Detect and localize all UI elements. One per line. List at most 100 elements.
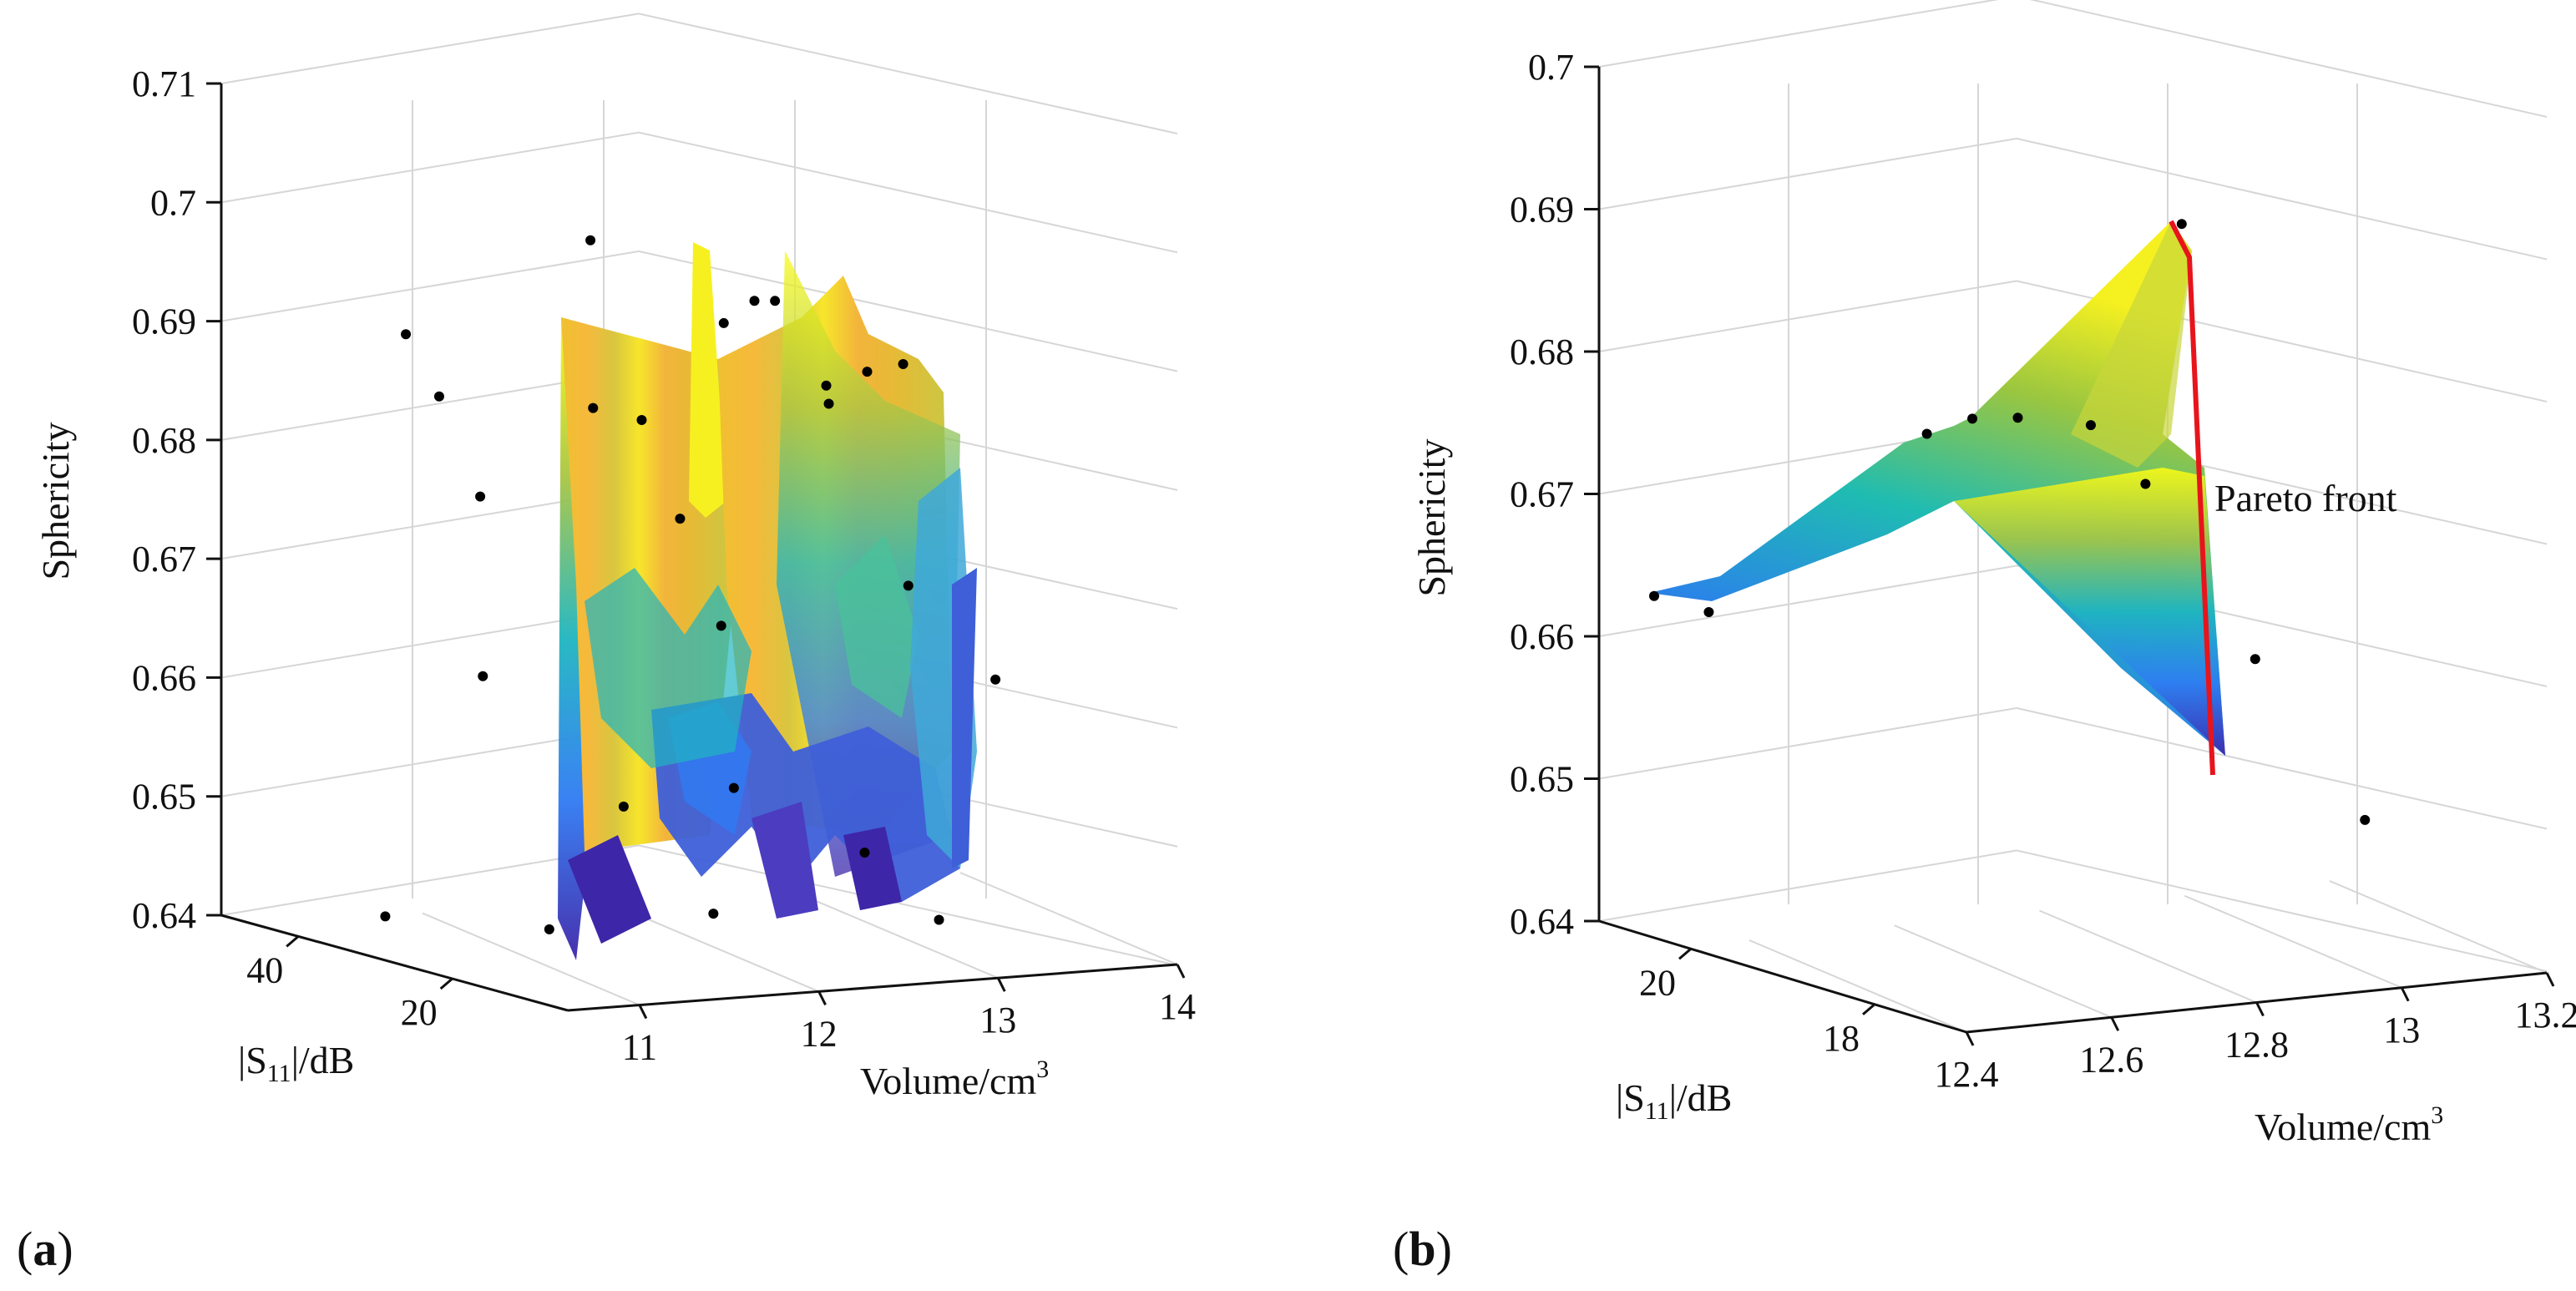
panel-a-ticks: 0.71 0.7 0.69 0.68 0.67 0.66 0.65 0.64 11 12 13 14 4… [132, 63, 1196, 1068]
x-tick-mark [996, 977, 1006, 992]
x-tick-label: 12 [801, 1013, 838, 1054]
z-gridline [1598, 280, 2548, 402]
y-tick-mark [286, 935, 300, 948]
data-point [1703, 607, 1714, 618]
x-tick-mark [2110, 1016, 2120, 1031]
data-point [934, 914, 944, 925]
data-point [1921, 428, 1932, 439]
data-point [2012, 413, 2023, 423]
panel-b-ylabel: |S11|/dB [1616, 1076, 1732, 1125]
z-tick-label: 0.7 [1528, 47, 1574, 88]
z-tick-label: 0.69 [1510, 190, 1574, 230]
data-point [475, 491, 486, 502]
data-point [859, 847, 870, 858]
data-point [433, 391, 444, 402]
x-gridline [2329, 880, 2548, 974]
y-tick-mark [1678, 948, 1692, 960]
z-tick-label: 0.69 [132, 301, 196, 342]
y-tick-label: 20 [1639, 962, 1676, 1003]
data-point [1649, 590, 1659, 601]
z-tick-label: 0.64 [132, 895, 196, 936]
panel-b-grid [1598, 0, 2548, 1033]
data-point [898, 359, 908, 370]
data-point [380, 911, 391, 922]
data-point [903, 580, 913, 591]
pareto-front-line [2169, 220, 2215, 776]
x-tick-mark [817, 990, 827, 1006]
z-tick-label: 0.67 [1510, 474, 1574, 515]
z-tick-label: 0.65 [1510, 759, 1574, 800]
data-point [2176, 219, 2187, 230]
panel-b-ticks: 0.7 0.69 0.68 0.67 0.66 0.65 0.64 12.4 12.6 12.8 1… [1510, 47, 2576, 1095]
z-tick-label: 0.7 [150, 182, 196, 223]
x-tick-mark [2400, 987, 2410, 1002]
data-point [821, 380, 832, 391]
y-tick-mark [1862, 1003, 1875, 1015]
panel-b-chart: 0.7 0.69 0.68 0.67 0.66 0.65 0.64 12.4 12.6 12.8 1… [1393, 0, 2576, 1276]
x-tick-mark [2545, 972, 2555, 987]
x-tick-mark [1176, 964, 1186, 979]
z-tick-label: 0.67 [132, 539, 196, 580]
data-point [675, 514, 686, 524]
z-gridline [1598, 849, 2548, 972]
x-gridline [2039, 909, 2257, 1004]
data-point [618, 801, 629, 812]
z-tick-label: 0.71 [132, 63, 196, 104]
panel-b-label: (b) [1393, 1222, 1452, 1276]
x-tick-mark [1965, 1031, 1975, 1046]
panel-b-zlabel: Sphericity [1410, 438, 1453, 596]
data-point [716, 620, 726, 631]
x-gridline [422, 912, 640, 1006]
data-point [588, 402, 599, 413]
z-gridline [1598, 137, 2548, 261]
panel-a-label: (a) [17, 1222, 73, 1276]
data-point [401, 329, 412, 340]
z-gridline [1598, 0, 2548, 118]
x-tick-label: 13.2 [2515, 995, 2576, 1035]
data-point [2085, 420, 2096, 431]
y-tick-label: 18 [1823, 1018, 1860, 1059]
panel-a-zlabel: Sphericity [34, 422, 77, 580]
x-tick-label: 13 [979, 1000, 1016, 1040]
data-point [2250, 654, 2260, 665]
z-gridline [220, 131, 1178, 254]
z-tick-label: 0.65 [132, 777, 196, 818]
x-tick-label: 12.4 [1935, 1054, 1999, 1095]
z-gridline [220, 844, 1178, 966]
x-tick-mark [2255, 1001, 2265, 1017]
data-point [2360, 814, 2371, 825]
x-gridline [1749, 939, 1967, 1033]
data-point [1967, 413, 1978, 424]
panel-a-xlabel: Volume/cm3 [860, 1056, 1049, 1102]
data-point [728, 782, 739, 793]
data-point [2140, 478, 2151, 489]
data-point [862, 367, 873, 377]
data-point [544, 924, 554, 934]
panel-b-points [1649, 219, 2371, 825]
data-point [823, 398, 834, 409]
x-tick-label: 13 [2383, 1010, 2420, 1051]
data-point [708, 909, 719, 919]
panel-a-points [380, 235, 1001, 934]
data-point [749, 296, 760, 306]
z-gridline [220, 13, 1178, 134]
data-point [636, 415, 647, 426]
panel-a-chart: 0.71 0.7 0.69 0.68 0.67 0.66 0.65 0.64 11 12 13 14 4… [17, 13, 1196, 1276]
z-tick-label: 0.64 [1510, 901, 1574, 942]
data-point [478, 671, 488, 681]
z-tick-label: 0.66 [1510, 616, 1574, 657]
data-point [770, 296, 781, 306]
panel-b-xlabel: Volume/cm3 [2255, 1101, 2443, 1148]
x-gridline [959, 872, 1178, 965]
panel-a-surface [558, 242, 977, 960]
x-tick-label: 12.6 [2079, 1039, 2143, 1080]
z-gridline [1598, 706, 2548, 830]
x-tick-label: 11 [622, 1027, 657, 1068]
z-tick-label: 0.66 [132, 657, 196, 698]
panel-b-surface [1649, 221, 2225, 756]
z-tick-label: 0.68 [132, 420, 196, 461]
x-gridline [2184, 894, 2402, 989]
y-tick-label: 20 [401, 992, 438, 1033]
y-tick-label: 40 [246, 949, 283, 990]
